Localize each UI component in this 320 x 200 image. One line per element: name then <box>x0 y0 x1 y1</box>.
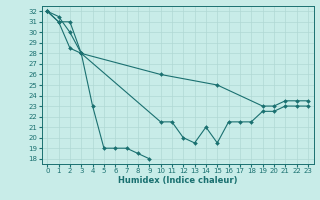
X-axis label: Humidex (Indice chaleur): Humidex (Indice chaleur) <box>118 176 237 185</box>
